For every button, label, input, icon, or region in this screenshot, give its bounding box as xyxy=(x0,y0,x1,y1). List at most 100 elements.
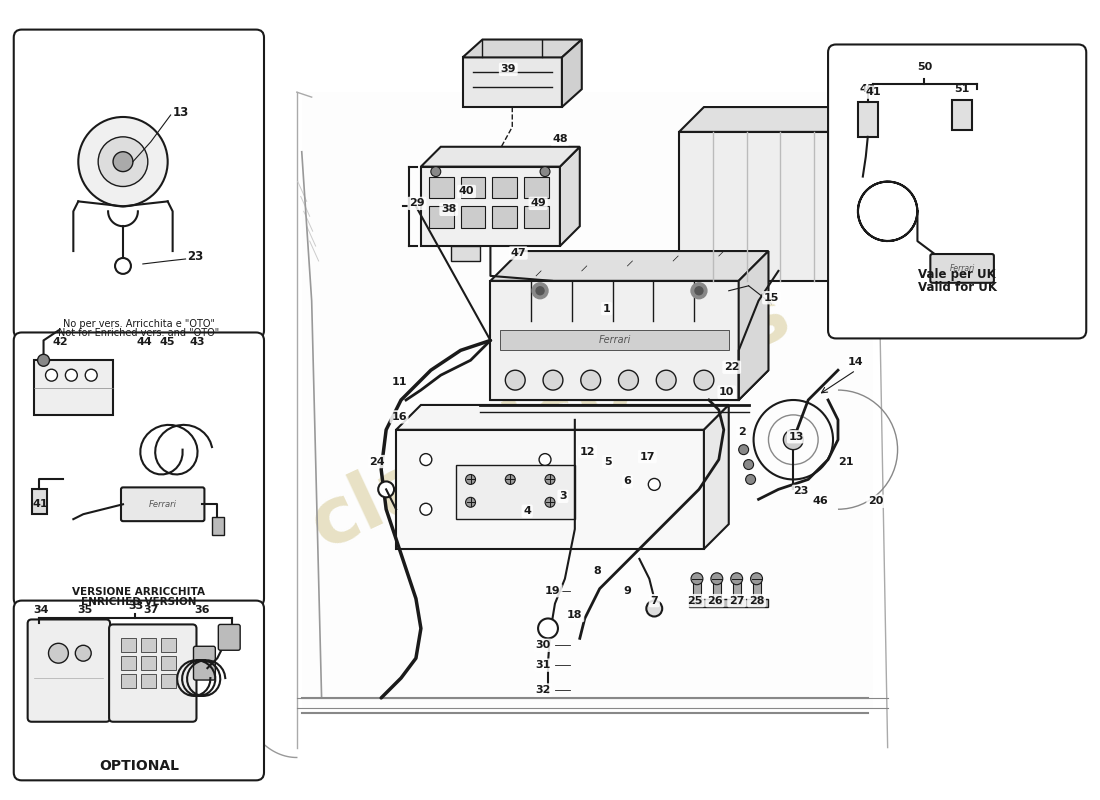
Bar xyxy=(161,674,176,688)
Text: 26: 26 xyxy=(707,595,723,606)
Text: Vale per UK: Vale per UK xyxy=(918,268,996,281)
Text: 46: 46 xyxy=(812,496,828,506)
Text: 13: 13 xyxy=(789,432,804,442)
Text: 8: 8 xyxy=(594,566,602,576)
Circle shape xyxy=(540,166,550,177)
Text: 4: 4 xyxy=(524,506,531,516)
Text: 43: 43 xyxy=(189,338,206,347)
Text: 35: 35 xyxy=(78,606,92,615)
Polygon shape xyxy=(491,281,739,400)
Circle shape xyxy=(648,478,660,490)
Text: 27: 27 xyxy=(729,595,745,606)
Bar xyxy=(525,206,549,228)
Text: 29: 29 xyxy=(409,198,425,208)
Text: 15: 15 xyxy=(763,293,779,302)
Text: 45: 45 xyxy=(160,338,175,347)
Text: 41: 41 xyxy=(33,499,48,510)
Bar xyxy=(493,206,517,228)
Circle shape xyxy=(431,166,441,177)
Bar xyxy=(161,656,176,670)
Polygon shape xyxy=(491,251,769,281)
Text: 18: 18 xyxy=(568,610,583,621)
Text: 11: 11 xyxy=(392,377,407,387)
Text: 14: 14 xyxy=(848,358,864,367)
Polygon shape xyxy=(739,251,769,400)
Bar xyxy=(733,578,740,603)
Circle shape xyxy=(691,573,703,585)
Polygon shape xyxy=(421,146,580,166)
Text: 33: 33 xyxy=(129,601,143,610)
Circle shape xyxy=(581,370,601,390)
Text: 6: 6 xyxy=(624,477,631,486)
Polygon shape xyxy=(562,39,582,107)
Circle shape xyxy=(739,445,749,454)
Text: 44: 44 xyxy=(138,338,153,347)
Circle shape xyxy=(691,283,707,298)
Polygon shape xyxy=(491,370,769,400)
Bar xyxy=(141,674,156,688)
Text: 23: 23 xyxy=(793,486,808,496)
Text: classicparts: classicparts xyxy=(298,275,802,564)
Bar xyxy=(161,638,176,652)
Circle shape xyxy=(505,370,525,390)
Text: 17: 17 xyxy=(639,452,656,462)
Circle shape xyxy=(78,117,167,206)
Circle shape xyxy=(647,601,662,617)
Polygon shape xyxy=(396,430,704,549)
Circle shape xyxy=(730,573,743,585)
Text: 42: 42 xyxy=(53,338,68,347)
Text: Ferrari: Ferrari xyxy=(949,265,975,274)
Circle shape xyxy=(538,618,558,638)
Text: 41: 41 xyxy=(866,87,881,97)
Text: 25: 25 xyxy=(688,595,703,606)
Circle shape xyxy=(420,503,432,515)
Text: 12: 12 xyxy=(580,446,595,457)
Text: 16: 16 xyxy=(392,412,407,422)
FancyBboxPatch shape xyxy=(218,625,240,650)
Circle shape xyxy=(65,370,77,381)
Text: 49: 49 xyxy=(530,198,546,208)
Circle shape xyxy=(711,573,723,585)
Text: 2: 2 xyxy=(738,426,746,437)
Bar xyxy=(121,656,136,670)
Text: 51: 51 xyxy=(955,84,970,94)
Text: ENRICHED VERSION: ENRICHED VERSION xyxy=(81,597,197,606)
Circle shape xyxy=(543,370,563,390)
Circle shape xyxy=(505,474,515,485)
Text: Not for Enriched vers. and "OTO": Not for Enriched vers. and "OTO" xyxy=(58,329,220,338)
Text: 10: 10 xyxy=(719,387,735,397)
Circle shape xyxy=(75,646,91,661)
Circle shape xyxy=(48,643,68,663)
Text: VERSIONE ARRICCHITA: VERSIONE ARRICCHITA xyxy=(73,586,206,597)
Circle shape xyxy=(694,370,714,390)
Bar xyxy=(693,578,701,603)
Circle shape xyxy=(45,370,57,381)
Bar xyxy=(301,92,872,708)
Bar xyxy=(752,578,760,603)
Text: OPTIONAL: OPTIONAL xyxy=(99,759,179,774)
Text: 47: 47 xyxy=(510,248,526,258)
FancyBboxPatch shape xyxy=(32,490,46,514)
FancyBboxPatch shape xyxy=(109,625,197,722)
Text: 23: 23 xyxy=(187,250,204,262)
FancyBboxPatch shape xyxy=(194,646,216,680)
Text: 28: 28 xyxy=(749,595,764,606)
Text: 31: 31 xyxy=(536,660,551,670)
Text: 48: 48 xyxy=(552,134,568,144)
Text: 22: 22 xyxy=(724,362,739,372)
Text: 24: 24 xyxy=(370,457,385,466)
Circle shape xyxy=(750,573,762,585)
FancyBboxPatch shape xyxy=(858,102,878,137)
Circle shape xyxy=(539,454,551,466)
Bar xyxy=(493,177,517,198)
Polygon shape xyxy=(704,405,728,549)
Text: 41: 41 xyxy=(860,84,876,94)
Text: 3: 3 xyxy=(559,491,566,502)
Polygon shape xyxy=(463,39,582,58)
Text: Ferrari: Ferrari xyxy=(148,500,177,509)
Text: 39: 39 xyxy=(500,64,516,74)
Bar xyxy=(121,674,136,688)
Circle shape xyxy=(695,286,703,294)
Bar xyxy=(500,330,728,350)
Bar xyxy=(463,58,562,107)
